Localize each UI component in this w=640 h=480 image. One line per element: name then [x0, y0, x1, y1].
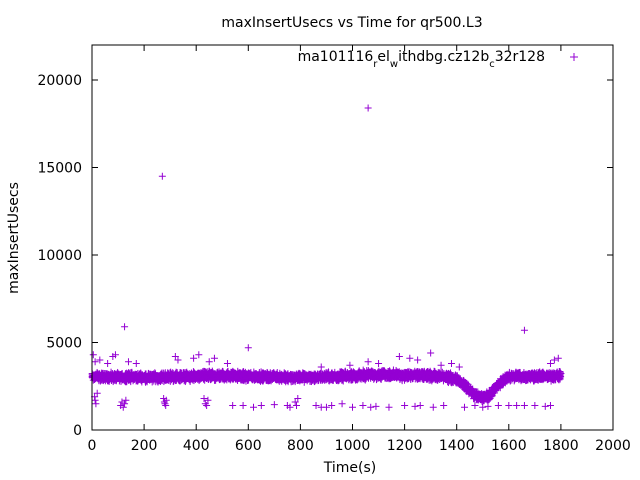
data-point [121, 323, 129, 331]
legend-label-suffix: 32r128 [495, 49, 545, 65]
data-point [203, 402, 211, 409]
data-point [416, 402, 424, 409]
data-point [494, 402, 502, 409]
x-tick-label: 400 [183, 438, 210, 454]
data-point [312, 402, 320, 409]
data-point [162, 402, 170, 409]
data-point [364, 104, 372, 112]
data-point [520, 402, 528, 409]
data-point [158, 172, 166, 180]
data-point [367, 403, 375, 411]
data-point [205, 358, 213, 366]
data-point [554, 354, 562, 362]
y-tick-label: 0 [73, 423, 82, 439]
data-point [461, 403, 469, 411]
x-tick-label: 1400 [439, 438, 475, 454]
data-point [359, 402, 367, 409]
data-point [200, 395, 208, 402]
data-point [223, 360, 231, 367]
legend-label: ma101116relwithdbg.cz12bc32r128 [298, 49, 545, 70]
data-points [88, 104, 565, 411]
data-point [546, 402, 554, 409]
data-point [375, 360, 383, 367]
data-point [322, 403, 330, 411]
data-point [250, 403, 258, 411]
data-point [531, 402, 539, 409]
data-point [89, 351, 97, 359]
y-tick-label: 15000 [37, 161, 82, 177]
data-point [513, 402, 521, 409]
data-point [520, 326, 528, 334]
data-point [92, 400, 100, 408]
plot-area: 0 200 400 600 800 1000 1200 1400 1600 1800 2000050… [37, 44, 631, 454]
data-point [427, 349, 435, 357]
data-point [96, 356, 104, 364]
data-point [338, 400, 346, 408]
data-point [385, 403, 393, 411]
axis-ticks: 0 200 400 600 800 1000 1200 1400 1600 1800 2000050… [37, 45, 631, 454]
data-point [479, 403, 487, 411]
data-point [346, 361, 354, 369]
data-point [91, 396, 99, 404]
data-point [455, 363, 463, 371]
data-point [395, 353, 403, 360]
data-point [411, 402, 419, 410]
x-tick-label: 800 [287, 438, 314, 454]
data-point [429, 403, 437, 411]
data-point [91, 358, 99, 366]
data-point [541, 402, 549, 410]
data-point [349, 403, 356, 411]
data-point [104, 360, 112, 367]
legend-marker [570, 53, 578, 61]
data-point [270, 401, 278, 409]
data-point [244, 344, 252, 352]
data-point [328, 402, 336, 409]
x-tick-label: 200 [131, 438, 158, 454]
data-point [317, 363, 325, 371]
data-point [124, 358, 132, 366]
data-point [239, 402, 247, 409]
data-point [292, 402, 300, 409]
data-point [401, 402, 409, 409]
data-point [372, 402, 380, 410]
x-tick-label: 1000 [335, 438, 371, 454]
data-point [546, 360, 554, 367]
y-tick-label: 10000 [37, 248, 82, 264]
x-tick-label: 1800 [543, 438, 579, 454]
data-point [122, 396, 130, 404]
data-point [484, 402, 492, 410]
data-point [406, 354, 414, 362]
data-point [257, 402, 265, 409]
legend-label-mid1: el [377, 49, 390, 65]
y-axis-title: maxInsertUsecs [6, 182, 22, 294]
legend-label-prefix: ma101116 [298, 49, 374, 65]
legend-label-sub2: w [390, 59, 398, 70]
data-point [414, 356, 422, 364]
data-point [229, 402, 237, 409]
data-point [440, 402, 448, 409]
data-point [550, 356, 558, 364]
data-point [505, 402, 513, 409]
data-point [437, 361, 445, 369]
x-tick-label: 0 [88, 438, 97, 454]
legend: ma101116relwithdbg.cz12bc32r128 [298, 49, 578, 70]
y-tick-label: 20000 [37, 73, 82, 89]
x-tick-label: 1600 [491, 438, 527, 454]
legend-label-mid2: ithdbg.cz12b [398, 49, 489, 65]
x-tick-label: 2000 [595, 438, 631, 454]
y-tick-label: 5000 [46, 336, 82, 352]
data-point [132, 360, 140, 367]
data-point [190, 354, 198, 362]
x-tick-label: 600 [235, 438, 262, 454]
data-point [160, 398, 168, 406]
x-axis-title: Time(s) [323, 460, 376, 476]
data-point [364, 358, 372, 366]
data-point [447, 360, 455, 367]
data-point [210, 354, 218, 362]
chart-title: maxInsertUsecs vs Time for qr500.L3 [221, 15, 482, 31]
data-point [161, 400, 169, 408]
x-tick-label: 1200 [387, 438, 423, 454]
data-point [195, 351, 203, 359]
